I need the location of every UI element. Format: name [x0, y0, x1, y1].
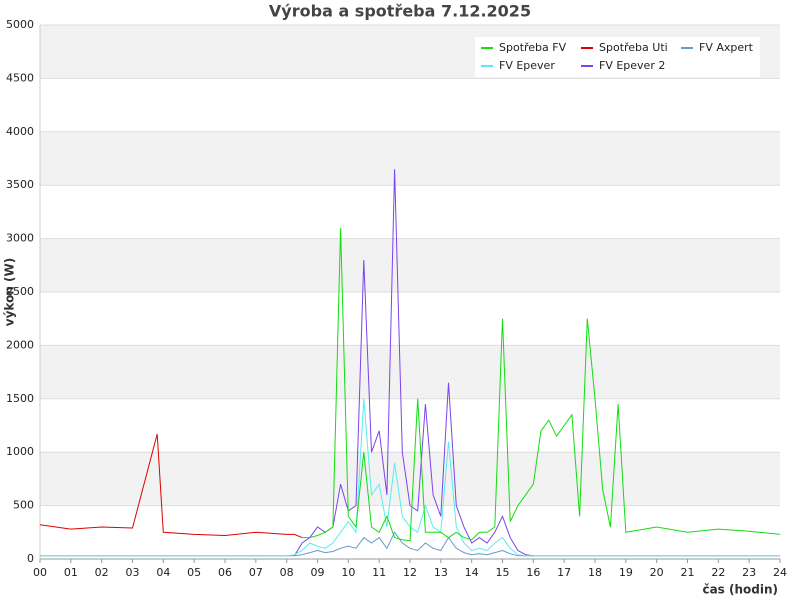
x-tick-label: 03 — [126, 566, 140, 579]
y-tick-label: 3000 — [6, 232, 34, 245]
y-tick-label: 3500 — [6, 178, 34, 191]
x-tick-label: 00 — [33, 566, 47, 579]
x-tick-label: 10 — [341, 566, 355, 579]
y-tick-label: 2000 — [6, 338, 34, 351]
grid-band — [40, 452, 780, 506]
legend-box — [475, 37, 760, 77]
x-axis-label: čas (hodin) — [702, 583, 778, 597]
x-tick-label: 14 — [465, 566, 479, 579]
grid-band — [40, 238, 780, 292]
x-tick-label: 15 — [496, 566, 510, 579]
chart-title: Výroba a spotřeba 7.12.2025 — [269, 2, 531, 21]
series-line — [293, 169, 534, 557]
x-tick-label: 11 — [372, 566, 386, 579]
x-tick-label: 18 — [588, 566, 602, 579]
y-axis-label: výkon (W) — [3, 258, 17, 326]
legend-label: Spotřeba FV — [499, 41, 567, 54]
x-tick-label: 05 — [187, 566, 201, 579]
x-tick-label: 16 — [526, 566, 540, 579]
y-tick-label: 2500 — [6, 285, 34, 298]
series-line — [39, 433, 303, 539]
x-tick-label: 19 — [619, 566, 633, 579]
y-tick-label: 4500 — [6, 71, 34, 84]
x-tick-label: 08 — [280, 566, 294, 579]
grid-band — [40, 345, 780, 399]
x-tick-label: 09 — [311, 566, 325, 579]
y-tick-label: 1500 — [6, 392, 34, 405]
x-tick-label: 21 — [681, 566, 695, 579]
legend-label: FV Axpert — [699, 41, 754, 54]
x-tick-label: 04 — [156, 566, 170, 579]
x-tick-label: 06 — [218, 566, 232, 579]
y-tick-label: 500 — [13, 499, 34, 512]
x-tick-label: 01 — [64, 566, 78, 579]
y-tick-label: 0 — [27, 552, 34, 565]
x-tick-label: 02 — [95, 566, 109, 579]
y-tick-label: 5000 — [6, 18, 34, 31]
x-tick-label: 23 — [742, 566, 756, 579]
legend-label: FV Epever — [499, 59, 555, 72]
y-tick-label: 1000 — [6, 445, 34, 458]
series-line — [302, 227, 781, 542]
y-tick-label: 4000 — [6, 125, 34, 138]
grid-band — [40, 131, 780, 186]
x-tick-label: 20 — [650, 566, 664, 579]
legend-label: Spotřeba Uti — [599, 41, 668, 54]
x-tick-label: 17 — [557, 566, 571, 579]
x-tick-label: 24 — [773, 566, 787, 579]
x-tick-label: 22 — [711, 566, 725, 579]
x-tick-label: 12 — [403, 566, 417, 579]
legend-label: FV Epever 2 — [599, 59, 665, 72]
x-tick-label: 13 — [434, 566, 448, 579]
x-tick-label: 07 — [249, 566, 263, 579]
